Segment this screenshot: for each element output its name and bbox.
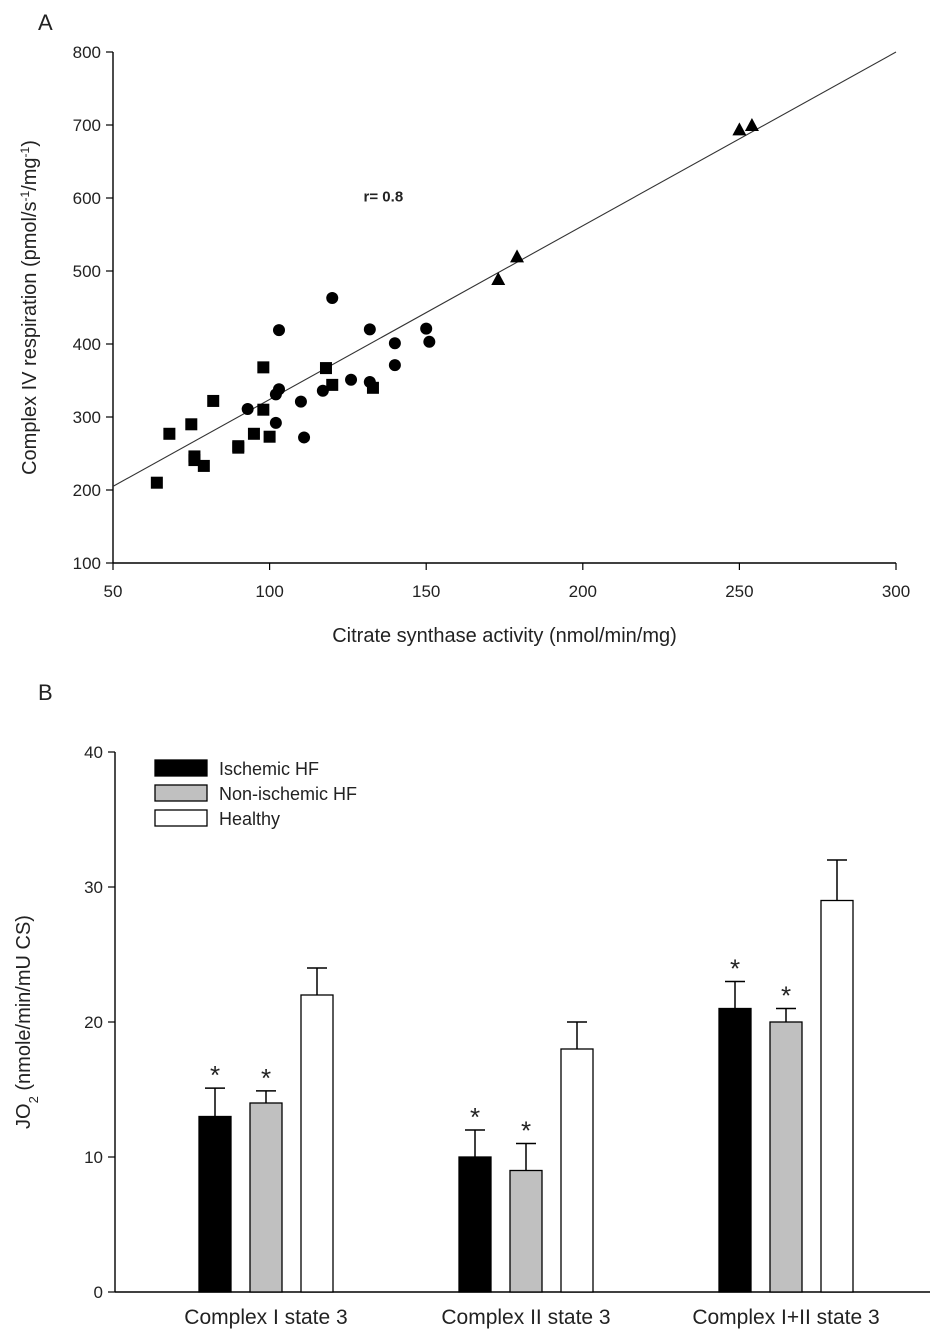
y-axis-label-part: /mg [19,157,41,190]
circle-point [345,373,358,386]
y-axis-label-part: Complex IV respiration (pmol/s [19,201,41,474]
x-tick-label: 50 [104,582,123,601]
x-tick-label: 250 [725,582,753,601]
y-axis-label-main: JO [13,1103,35,1129]
category-label: Complex I state 3 [184,1306,347,1329]
y-tick-label: 600 [73,189,101,208]
x-axis-label: Citrate synthase activity (nmol/min/mg) [332,625,677,647]
category-label: Complex II state 3 [441,1306,610,1329]
square-point [150,476,163,489]
legend-swatch [154,809,208,827]
square-point [319,362,332,375]
triangle-point [510,249,525,263]
significance-marker: * [781,981,791,1011]
square-point [257,403,270,416]
square-point [188,454,201,467]
y-tick-label: 500 [73,262,101,281]
y-axis-label: Complex IV respiration (pmol/s-1/mg-1) [18,140,41,475]
y-tick-label: 30 [84,878,103,897]
square-point [197,459,210,472]
significance-marker: * [521,1116,531,1146]
legend-label: Ischemic HF [219,759,319,779]
y-tick-label: 200 [73,481,101,500]
bar [718,1007,752,1293]
circle-point [363,375,376,388]
legend-swatch [154,759,208,777]
square-point [207,394,220,407]
significance-marker: * [261,1063,271,1093]
y-tick-label: 40 [84,743,103,762]
y-tick-label: 100 [73,554,101,573]
category-label: Complex I+II state 3 [692,1306,879,1329]
significance-marker: * [210,1060,220,1090]
y-axis-label: JO2 (nmole/min/mU CS) [13,915,41,1129]
square-point [263,430,276,443]
square-point [232,441,245,454]
circle-point [388,337,401,350]
y-tick-label: 0 [94,1283,103,1302]
circle-point [316,384,329,397]
regression-line [112,51,897,487]
legend-swatch [154,784,208,802]
square-point [163,427,176,440]
square-point [247,427,260,440]
circle-point [298,431,311,444]
panel-label-b: B [38,680,53,705]
circle-point [269,416,282,429]
correlation-annotation: r= 0.8 [364,189,404,206]
circle-point [272,383,285,396]
bar-panel-b: B 0 10 20 30 40 JO2 (nmole/min/mU CS) * * Complex… [13,680,930,1329]
circle-point [423,335,436,348]
y-tick-label: 700 [73,116,101,135]
bar [560,1048,594,1293]
x-tick-label: 300 [882,582,910,601]
y-tick-label: 10 [84,1148,103,1167]
triangle-point [732,122,747,136]
y-tick-label: 800 [73,43,101,62]
circle-point [363,323,376,336]
square-point [257,361,270,374]
y-axis-label-part: ) [19,140,41,147]
x-tick-label: 200 [569,582,597,601]
circle-point [294,395,307,408]
panel-label-a: A [38,10,53,35]
square-point [185,418,198,431]
y-axis-label-part: -1 [18,190,32,201]
circle-point [326,292,339,305]
triangle-point [491,272,506,286]
y-tick-label: 20 [84,1013,103,1032]
bar [198,1115,232,1293]
significance-marker: * [730,954,740,984]
y-axis-label-rest: (nmole/min/mU CS) [13,915,35,1096]
circle-point [388,359,401,372]
y-tick-label: 400 [73,335,101,354]
circle-point [272,324,285,337]
triangle-point [744,118,759,131]
bar [820,899,854,1293]
x-tick-label: 100 [255,582,283,601]
y-axis-label-part: -1 [18,146,32,157]
bar [769,1021,803,1293]
legend-label: Healthy [219,809,280,829]
significance-marker: * [470,1102,480,1132]
bar [249,1102,283,1293]
circle-point [241,402,254,415]
circle-point [420,322,433,335]
bar [458,1156,492,1293]
legend-label: Non-ischemic HF [219,784,357,804]
y-tick-label: 300 [73,408,101,427]
bar [509,1169,543,1293]
bar [300,994,334,1293]
x-tick-label: 150 [412,582,440,601]
y-axis-label-sub: 2 [26,1096,41,1103]
square-point [326,378,339,391]
